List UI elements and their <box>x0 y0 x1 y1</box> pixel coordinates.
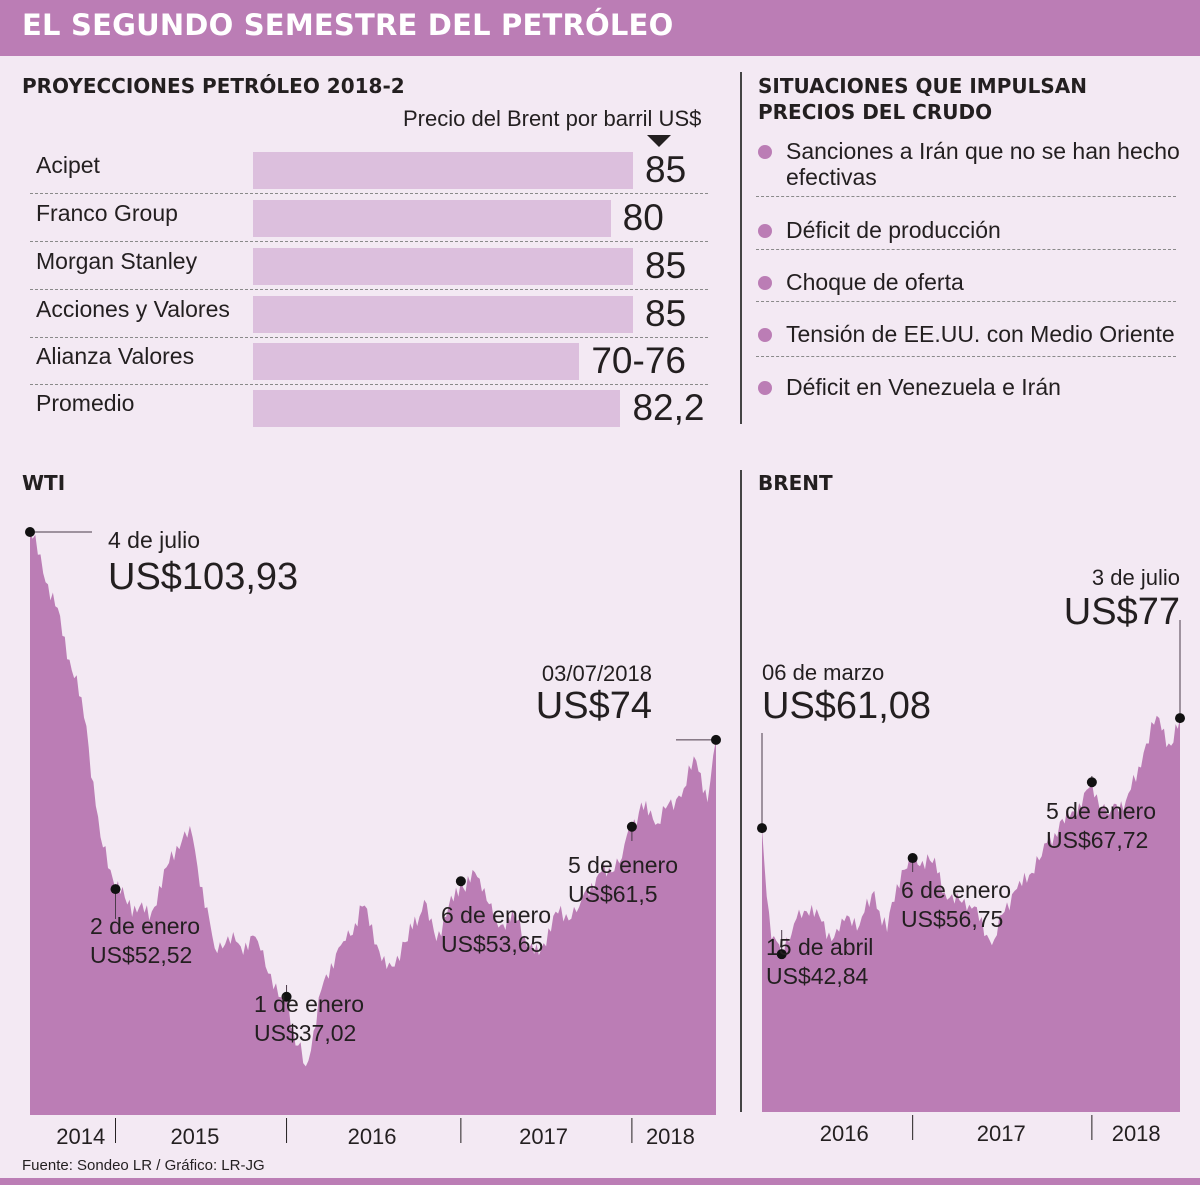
bullet-icon <box>758 276 772 290</box>
annotation-date: 3 de julio <box>1092 565 1180 590</box>
year-label: 2014 <box>56 1124 105 1149</box>
year-label: 2016 <box>820 1121 869 1146</box>
annotation-dot <box>25 527 35 537</box>
annotation-dot <box>1175 713 1185 724</box>
year-label: 2018 <box>1112 1121 1161 1146</box>
annotation-date: 6 de enero <box>901 877 1011 903</box>
projection-label: Acipet <box>36 152 100 178</box>
projection-value: 85 <box>645 149 687 190</box>
year-label: 2018 <box>646 1124 695 1149</box>
projections-title: PROYECCIONES PETRÓLEO 2018-2 <box>22 74 405 98</box>
factor-text: Déficit de producción <box>786 217 1001 243</box>
annotation-date: 6 de enero <box>441 902 551 928</box>
annotation-price: US$42,84 <box>766 963 869 989</box>
year-label: 2017 <box>977 1121 1026 1146</box>
projection-bar <box>253 390 621 427</box>
factor-divider <box>756 249 1176 250</box>
annotation-dot <box>711 734 721 745</box>
bullet-icon <box>758 145 772 159</box>
factor-divider <box>756 301 1176 302</box>
projection-value: 85 <box>645 245 687 286</box>
annotation-date: 15 de abril <box>766 934 873 960</box>
annotation-price: US$67,72 <box>1046 827 1148 853</box>
annotation-price: US$37,02 <box>254 1020 356 1046</box>
projection-label: Franco Group <box>36 200 178 226</box>
wti-chart-title: WTI <box>22 471 66 495</box>
row-divider <box>30 289 708 290</box>
bullet-icon <box>758 224 772 238</box>
projection-label: Acciones y Valores <box>36 296 230 322</box>
year-label: 2017 <box>519 1124 568 1149</box>
year-label: 2015 <box>170 1124 219 1149</box>
annotation-price: US$77 <box>1064 591 1180 633</box>
annotation-date: 5 de enero <box>1046 798 1156 824</box>
annotation-date: 1 de enero <box>254 991 364 1017</box>
factor-divider <box>756 356 1176 357</box>
brent-area <box>762 715 1180 1112</box>
annotation-price: US$53,65 <box>441 931 543 957</box>
factors-title-line1: SITUACIONES QUE IMPULSAN <box>758 74 1087 98</box>
annotation-date: 03/07/2018 <box>542 661 652 686</box>
projection-label: Alianza Valores <box>36 343 195 369</box>
annotation-dot <box>455 876 466 887</box>
row-divider <box>30 193 708 194</box>
projection-bar <box>253 343 580 380</box>
annotation-price: US$61,08 <box>762 685 931 727</box>
footer-bar <box>0 1178 1200 1185</box>
annotation-dot <box>1086 777 1097 788</box>
projection-bar <box>253 248 633 285</box>
bullet-icon <box>758 381 772 395</box>
annotation-date: 5 de enero <box>568 852 678 878</box>
wti-area <box>30 532 716 1115</box>
projection-value: 80 <box>622 197 664 238</box>
projection-value: 82,2 <box>632 387 705 428</box>
projection-label: Promedio <box>36 390 135 416</box>
projection-bar <box>253 296 633 333</box>
row-divider <box>30 241 708 242</box>
annotation-dot <box>757 823 767 834</box>
annotation-date: 06 de marzo <box>762 660 884 685</box>
annotation-dot <box>907 853 918 864</box>
projection-value: 70-76 <box>591 340 686 381</box>
annotation-dot <box>626 821 637 832</box>
factor-text: Tensión de EE.UU. con Medio Oriente <box>786 321 1175 347</box>
projection-bar <box>253 200 611 237</box>
annotation-dot <box>281 991 292 1002</box>
annotation-price: US$52,52 <box>90 942 192 968</box>
row-divider <box>30 384 708 385</box>
factor-text: Sanciones a Irán que no se han hecho efe… <box>786 138 1180 190</box>
annotation-price: US$74 <box>536 685 652 727</box>
year-label: 2016 <box>348 1124 397 1149</box>
annotation-dot <box>776 949 787 960</box>
factor-divider <box>756 196 1176 197</box>
source-note: Fuente: Sondeo LR / Gráfico: LR-JG <box>22 1157 265 1174</box>
top-divider <box>740 72 742 424</box>
annotation-date: 2 de enero <box>90 913 200 939</box>
factors-title-line2: PRECIOS DEL CRUDO <box>758 100 993 124</box>
projection-bar <box>253 152 633 189</box>
factor-text: Choque de oferta <box>786 269 964 295</box>
page-title: EL SEGUNDO SEMESTRE DEL PETRÓLEO <box>22 8 674 42</box>
chart-divider <box>740 470 742 1112</box>
bullet-icon <box>758 328 772 342</box>
factor-text: Déficit en Venezuela e Irán <box>786 374 1061 400</box>
row-divider <box>30 337 708 338</box>
annotation-date: 4 de julio <box>108 527 200 553</box>
annotation-price: US$103,93 <box>108 556 298 598</box>
projections-subtitle: Precio del Brent por barril US$ <box>403 106 702 131</box>
annotation-price: US$56,75 <box>901 906 1003 932</box>
header-banner: EL SEGUNDO SEMESTRE DEL PETRÓLEO <box>0 0 1200 56</box>
projection-label: Morgan Stanley <box>36 248 198 274</box>
annotation-dot <box>110 884 121 895</box>
projection-value: 85 <box>645 293 687 334</box>
brent-chart-title: BRENT <box>758 471 833 495</box>
annotation-price: US$61,5 <box>568 881 658 907</box>
